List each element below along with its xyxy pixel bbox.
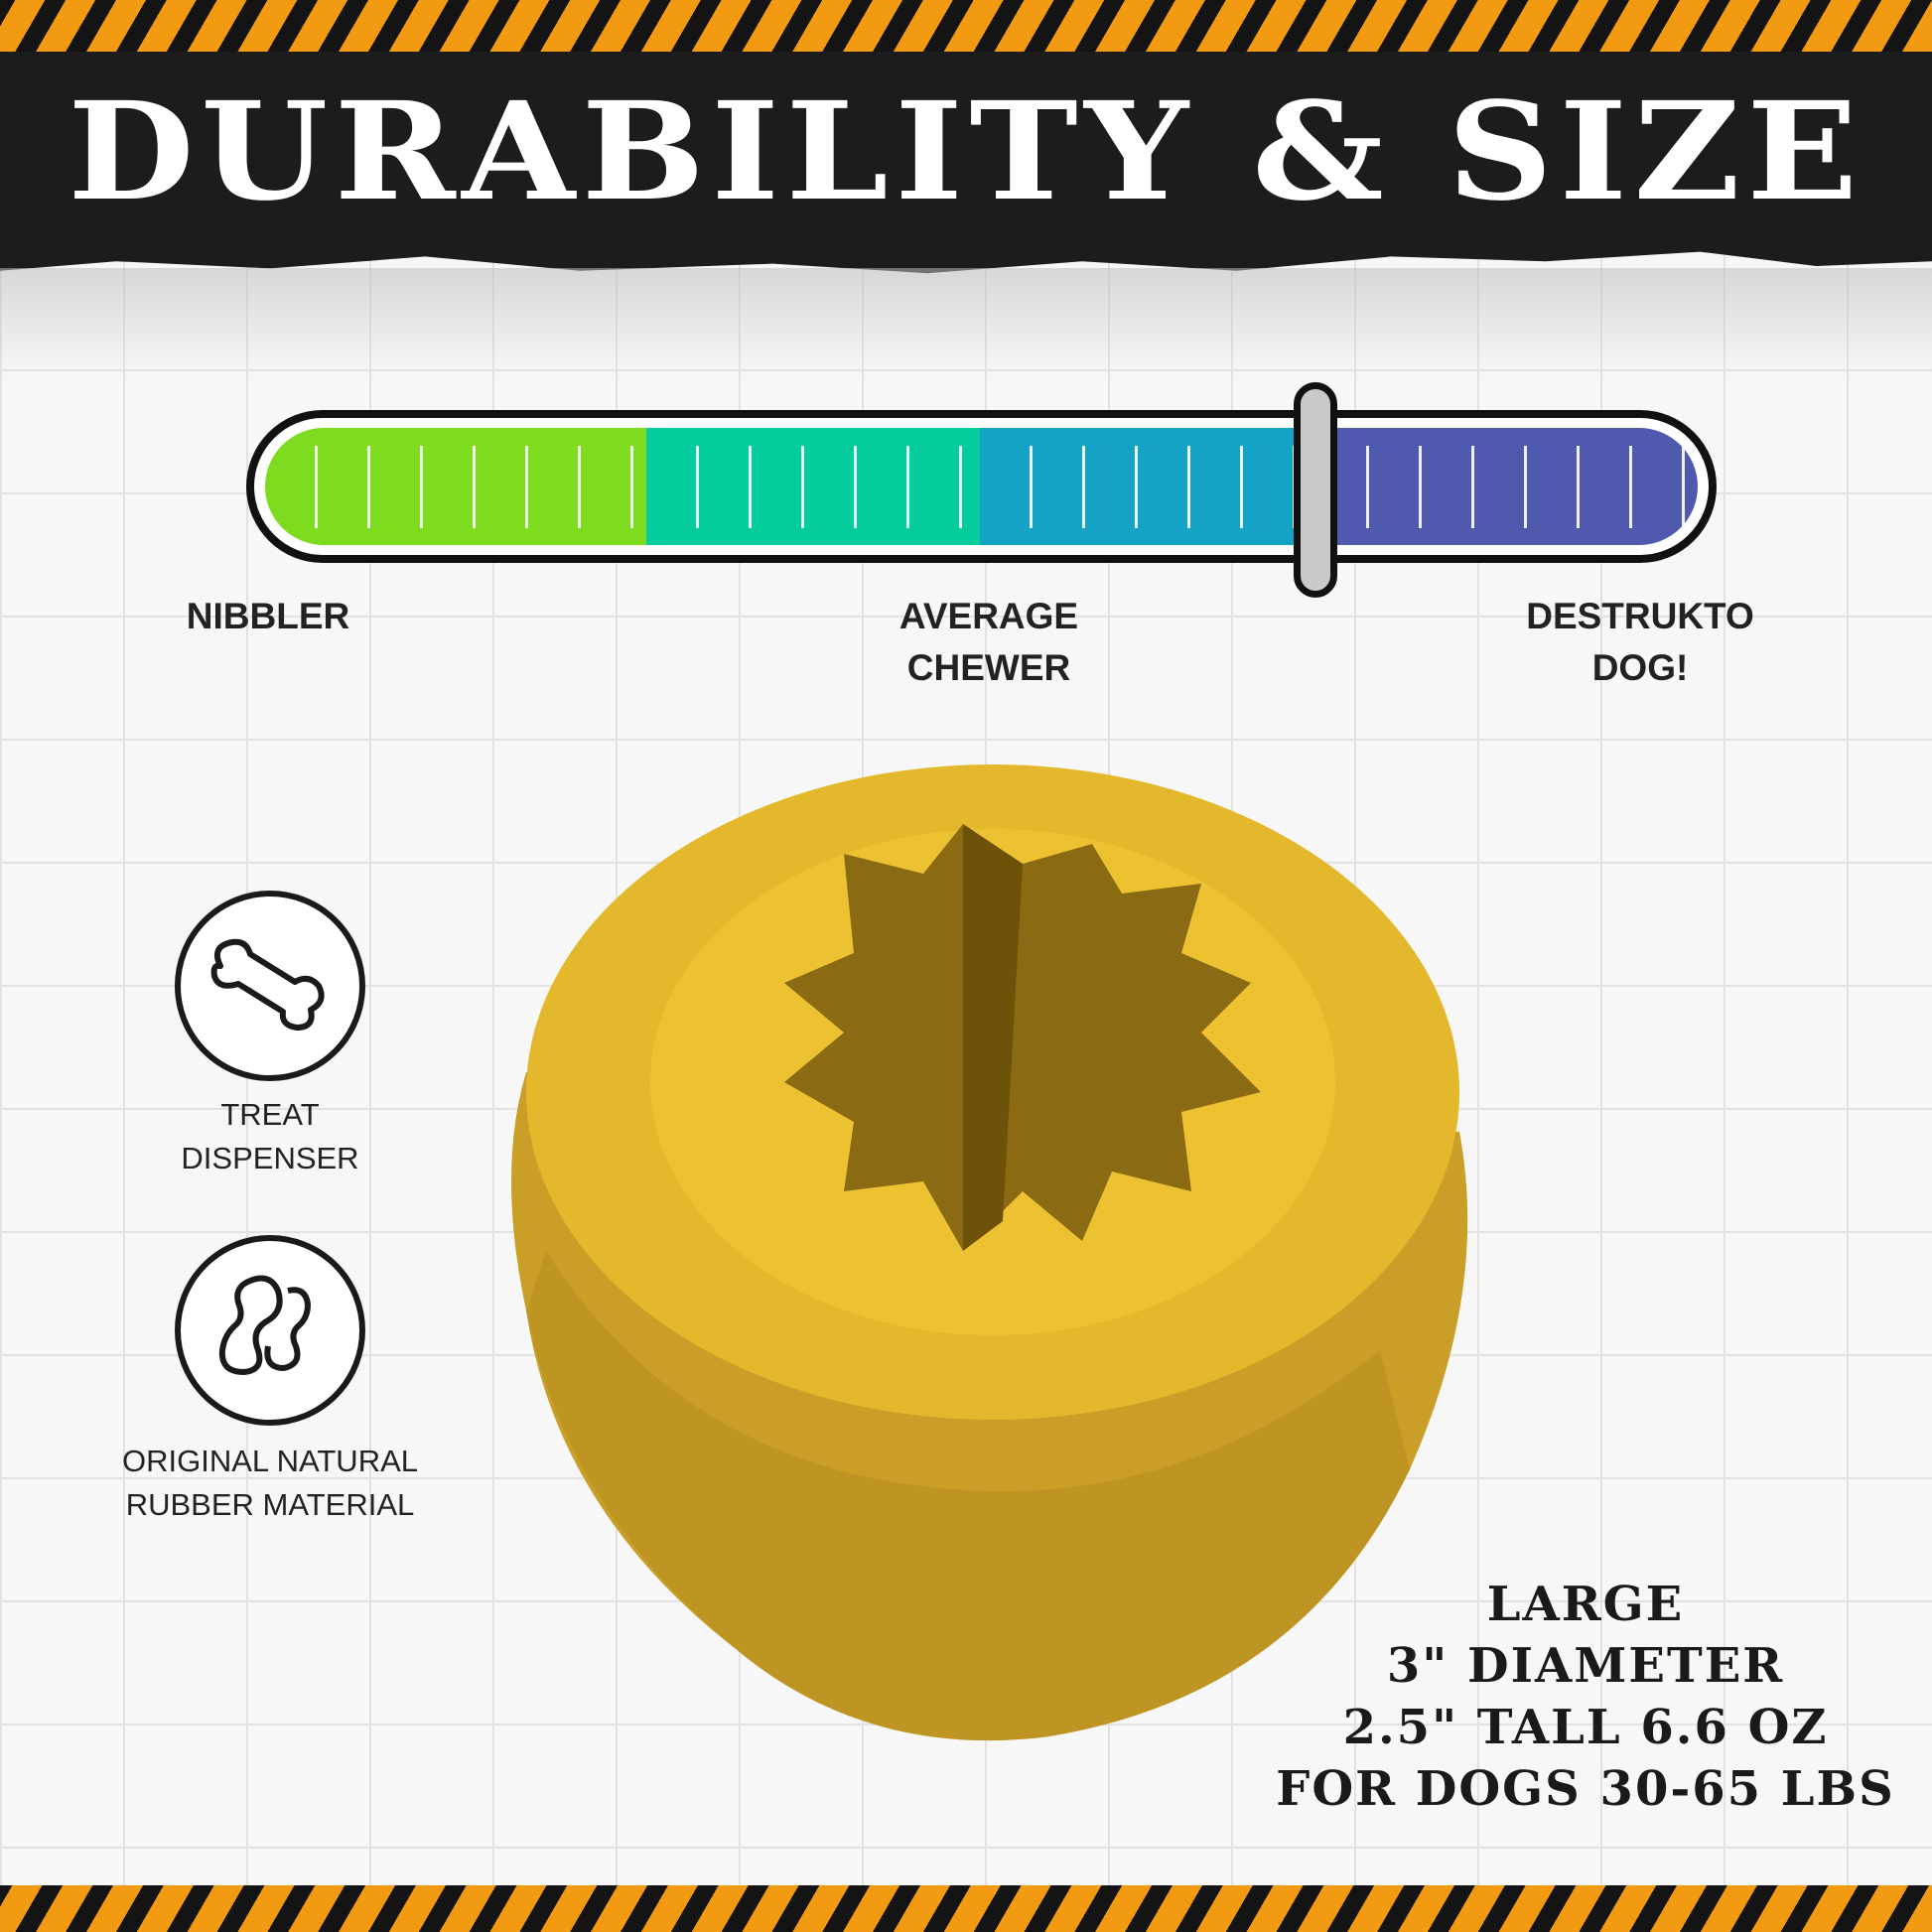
- feature-line: ORIGINAL NATURAL: [122, 1444, 418, 1478]
- page-title: DURABILITY & SIZE: [68, 72, 1864, 231]
- segment-nibbler: [265, 428, 646, 545]
- torn-edge: [0, 268, 1932, 377]
- segment-strong: [980, 428, 1317, 545]
- durability-indicator: [1293, 382, 1337, 598]
- size-specs: LARGE 3" DIAMETER 2.5" TALL 6.6 OZ FOR D…: [1276, 1574, 1895, 1820]
- feature-line: DISPENSER: [181, 1141, 359, 1175]
- spec-diameter: 3" DIAMETER: [1386, 1638, 1785, 1694]
- label-line: CHEWER: [906, 647, 1071, 688]
- feature-treat-dispenser: TREAT DISPENSER: [181, 1093, 358, 1180]
- feature-natural-rubber: ORIGINAL NATURAL RUBBER MATERIAL: [122, 1440, 418, 1527]
- product-image-treat-toy: [486, 755, 1489, 1782]
- bone-icon: [175, 891, 365, 1081]
- hazard-stripes-bottom: [0, 1885, 1932, 1932]
- hazard-stripes-top: [0, 0, 1932, 52]
- spec-height-weight: 2.5" TALL 6.6 OZ: [1342, 1700, 1829, 1755]
- header-banner: [0, 52, 1932, 274]
- label-average-chewer: AVERAGE CHEWER: [899, 591, 1078, 694]
- durability-scale: [246, 410, 1717, 563]
- label-line: DOG!: [1591, 647, 1689, 688]
- rubber-drop-icon: [175, 1235, 365, 1426]
- feature-line: TREAT: [220, 1097, 320, 1132]
- feature-line: RUBBER MATERIAL: [125, 1487, 415, 1522]
- label-nibbler: NIBBLER: [187, 591, 349, 642]
- durability-scale-fill: [265, 428, 1698, 545]
- spec-dog-weight: FOR DOGS 30-65 LBS: [1276, 1761, 1895, 1817]
- label-line: NIBBLER: [186, 596, 350, 636]
- label-destrukto-dog: DESTRUKTO DOG!: [1526, 591, 1754, 694]
- segment-destrukto: [1316, 428, 1698, 545]
- label-line: DESTRUKTO: [1526, 596, 1754, 636]
- segment-average: [645, 428, 981, 545]
- label-line: AVERAGE: [898, 596, 1079, 636]
- spec-size: LARGE: [1486, 1577, 1685, 1632]
